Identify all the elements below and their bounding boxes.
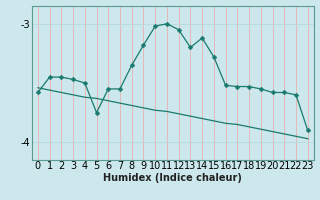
X-axis label: Humidex (Indice chaleur): Humidex (Indice chaleur) <box>103 173 242 183</box>
